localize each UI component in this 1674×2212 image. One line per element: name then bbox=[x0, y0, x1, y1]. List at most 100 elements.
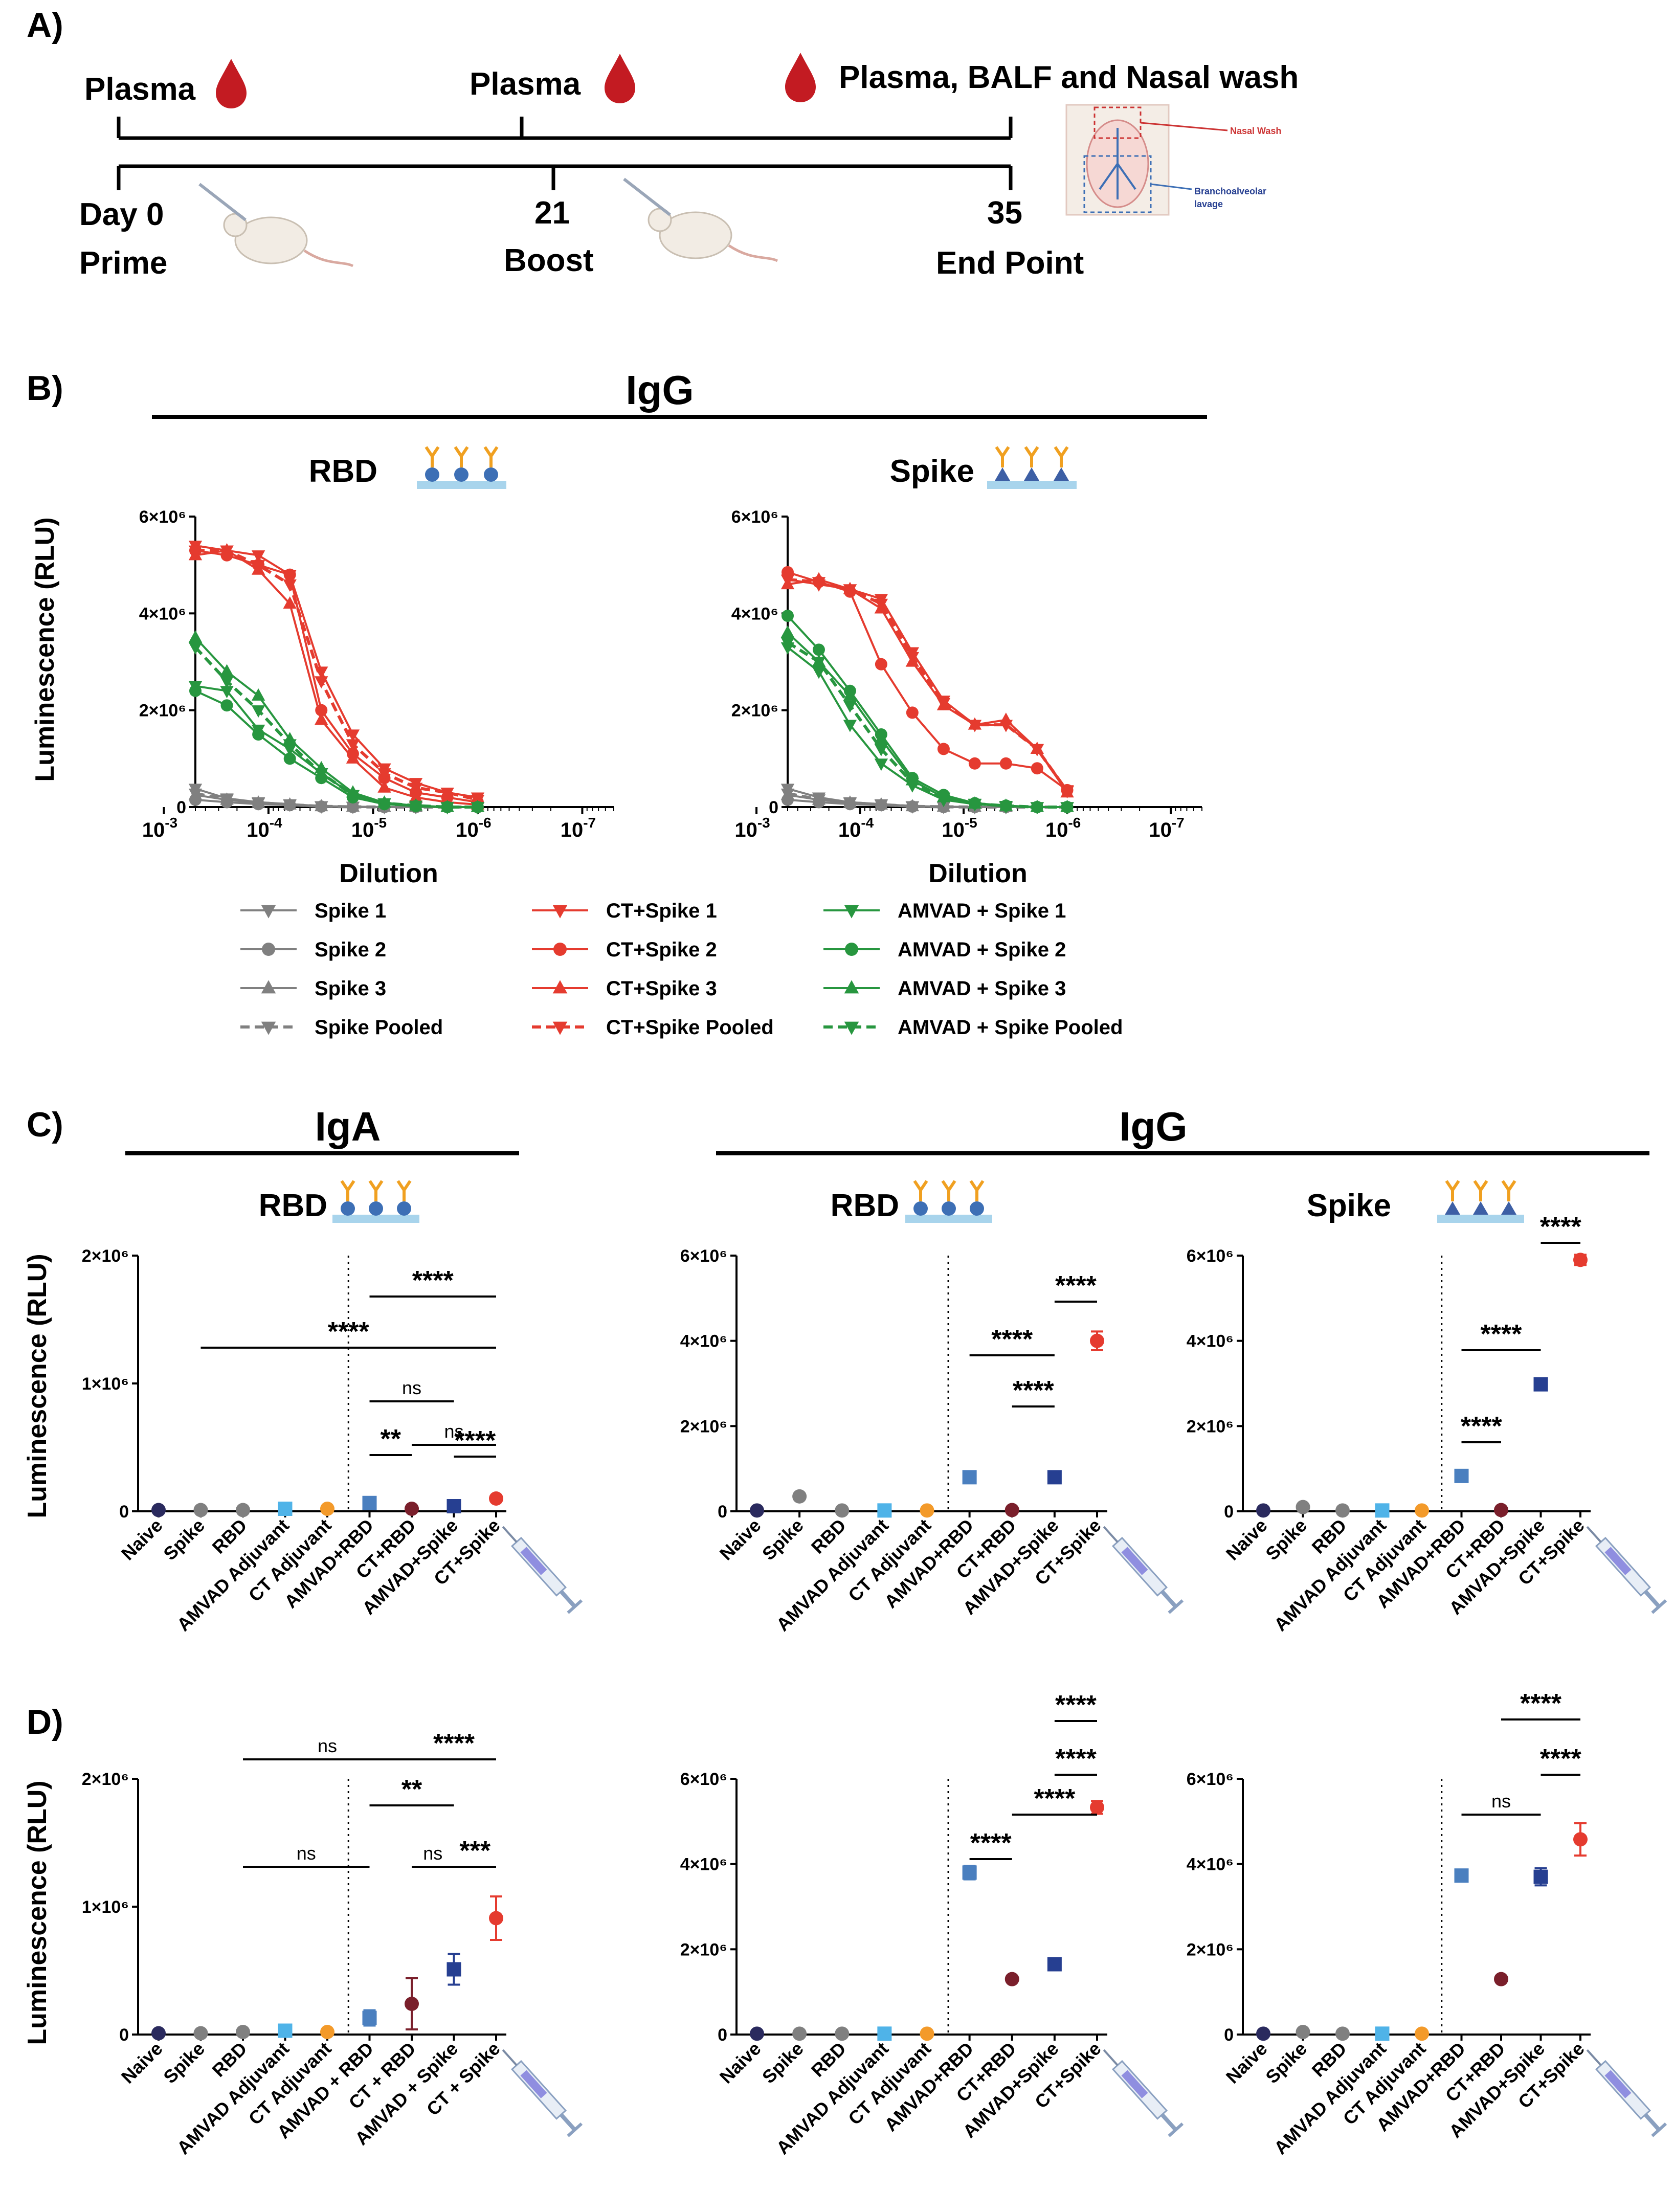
data-point bbox=[1256, 2026, 1270, 2041]
legend-marker bbox=[552, 980, 568, 994]
syringe-plunger-cap bbox=[1651, 2122, 1667, 2137]
syringe-icon bbox=[1103, 2049, 1184, 2137]
y-tick-label: 2×10⁶ bbox=[731, 701, 778, 721]
data-point bbox=[780, 625, 795, 638]
x-tick-label: Naive bbox=[716, 2038, 765, 2088]
significance-label: ** bbox=[381, 1424, 401, 1454]
data-point bbox=[1256, 1503, 1270, 1518]
significance-label: **** bbox=[412, 1266, 454, 1295]
significance-label: **** bbox=[433, 1729, 475, 1758]
syringe-plunger bbox=[1160, 1590, 1177, 1608]
data-point bbox=[1573, 1832, 1588, 1847]
series-line bbox=[787, 578, 1068, 791]
c-header-iga: IgA bbox=[315, 1104, 381, 1149]
data-point bbox=[188, 642, 203, 655]
legend-item: Spike 2 bbox=[315, 939, 386, 961]
data-point bbox=[151, 2026, 166, 2041]
series-line bbox=[194, 637, 478, 808]
data-point bbox=[151, 1503, 166, 1517]
data-point bbox=[874, 758, 888, 771]
y-tick-label: 4×10⁶ bbox=[1187, 1855, 1234, 1874]
x-tick-label: Spike bbox=[159, 2038, 209, 2088]
data-point bbox=[835, 1503, 850, 1518]
significance-label: ns bbox=[297, 1843, 316, 1864]
significance-label: **** bbox=[1055, 1690, 1097, 1720]
significance-label: **** bbox=[1540, 1212, 1582, 1242]
x-tick-label: Naive bbox=[117, 2038, 167, 2088]
syringe-fluid bbox=[1121, 1547, 1148, 1575]
data-point bbox=[1375, 1503, 1390, 1518]
data-point bbox=[188, 788, 203, 801]
data-point bbox=[877, 1503, 892, 1518]
data-point bbox=[905, 652, 920, 664]
legend-item: AMVAD + Spike 2 bbox=[898, 939, 1066, 961]
data-point bbox=[843, 720, 857, 732]
data-point bbox=[780, 637, 795, 650]
syringe-fluid bbox=[1121, 2070, 1148, 2098]
y-tick-label: 0 bbox=[718, 2025, 727, 2045]
syringe-plunger-cap bbox=[1168, 2122, 1184, 2137]
y-tick-label: 0 bbox=[119, 2025, 129, 2045]
series-line bbox=[195, 544, 478, 799]
data-point bbox=[812, 666, 826, 679]
syringe-plunger-cap bbox=[567, 1599, 583, 1614]
data-point bbox=[377, 768, 391, 781]
data-point bbox=[875, 658, 887, 671]
data-point bbox=[843, 700, 857, 713]
significance-label: ** bbox=[401, 1775, 422, 1804]
timeline-top-label-2: Plasma bbox=[470, 66, 581, 102]
x-tick-label: 10-6 bbox=[456, 815, 491, 841]
rbd-antibody-icon bbox=[905, 1181, 992, 1223]
series-line bbox=[787, 578, 1068, 792]
data-point bbox=[1454, 1868, 1469, 1883]
series-line bbox=[787, 615, 1067, 808]
x-tick-label: Spike bbox=[758, 2038, 808, 2088]
syringe-icon bbox=[1103, 1526, 1184, 1614]
data-point bbox=[315, 712, 328, 725]
timeline-day-35: 35 bbox=[987, 195, 1022, 231]
y-tick-label: 4×10⁶ bbox=[731, 604, 778, 623]
data-point bbox=[968, 720, 982, 732]
x-tick-label: Spike bbox=[758, 1515, 808, 1565]
timeline-top-label-1: Plasma bbox=[84, 72, 196, 107]
data-point bbox=[920, 1503, 934, 1518]
significance-label: **** bbox=[454, 1426, 496, 1456]
y-tick-label: 6×10⁶ bbox=[1187, 1770, 1234, 1789]
c-igg-rbd-title: RBD bbox=[831, 1188, 899, 1223]
d-ylabel: Luminescence (RLU) bbox=[23, 1780, 52, 2045]
data-point bbox=[968, 757, 981, 770]
data-point bbox=[874, 598, 888, 611]
x-tick-label: 10-5 bbox=[351, 815, 387, 841]
data-point bbox=[220, 686, 234, 699]
significance-label: **** bbox=[1055, 1744, 1097, 1774]
data-point bbox=[251, 550, 265, 563]
data-point bbox=[750, 2026, 764, 2041]
legend-marker bbox=[844, 980, 859, 994]
data-point bbox=[252, 728, 265, 741]
data-point bbox=[283, 752, 296, 765]
legend-marker bbox=[552, 1021, 568, 1035]
data-point bbox=[1335, 2026, 1350, 2041]
y-tick-label: 2×10⁶ bbox=[82, 1770, 129, 1789]
legend: Spike 1 Spike 2 Spike 3 Spike Pooled CT+Spik… bbox=[240, 900, 1123, 1039]
x-tick-label: 10-6 bbox=[1045, 815, 1081, 841]
data-point bbox=[346, 790, 360, 802]
y-tick-label: 2×10⁶ bbox=[1187, 1940, 1234, 1959]
panel-a: A) Plasma Plasma Plasma, BALF and Nasal … bbox=[27, 6, 1299, 281]
significance-label: **** bbox=[328, 1317, 370, 1347]
timeline-day-0: Day 0 bbox=[79, 197, 164, 232]
legend-item: Spike Pooled bbox=[315, 1016, 443, 1039]
y-tick-label: 0 bbox=[1224, 1502, 1234, 1522]
blood-drop-icon bbox=[216, 59, 247, 108]
syringe-icon bbox=[1586, 2049, 1667, 2137]
y-tick-label: 6×10⁶ bbox=[680, 1246, 727, 1266]
legend-marker bbox=[261, 1021, 276, 1035]
x-tick-label: 10-3 bbox=[734, 815, 770, 841]
significance-label: ns bbox=[402, 1377, 421, 1398]
data-point bbox=[362, 2010, 377, 2025]
x-tick-label: Spike bbox=[159, 1515, 209, 1565]
x-tick-label: Naive bbox=[117, 1515, 167, 1565]
data-point bbox=[1375, 2026, 1390, 2041]
syringe-fluid bbox=[520, 1547, 547, 1575]
significance-label: ns bbox=[444, 1421, 463, 1442]
